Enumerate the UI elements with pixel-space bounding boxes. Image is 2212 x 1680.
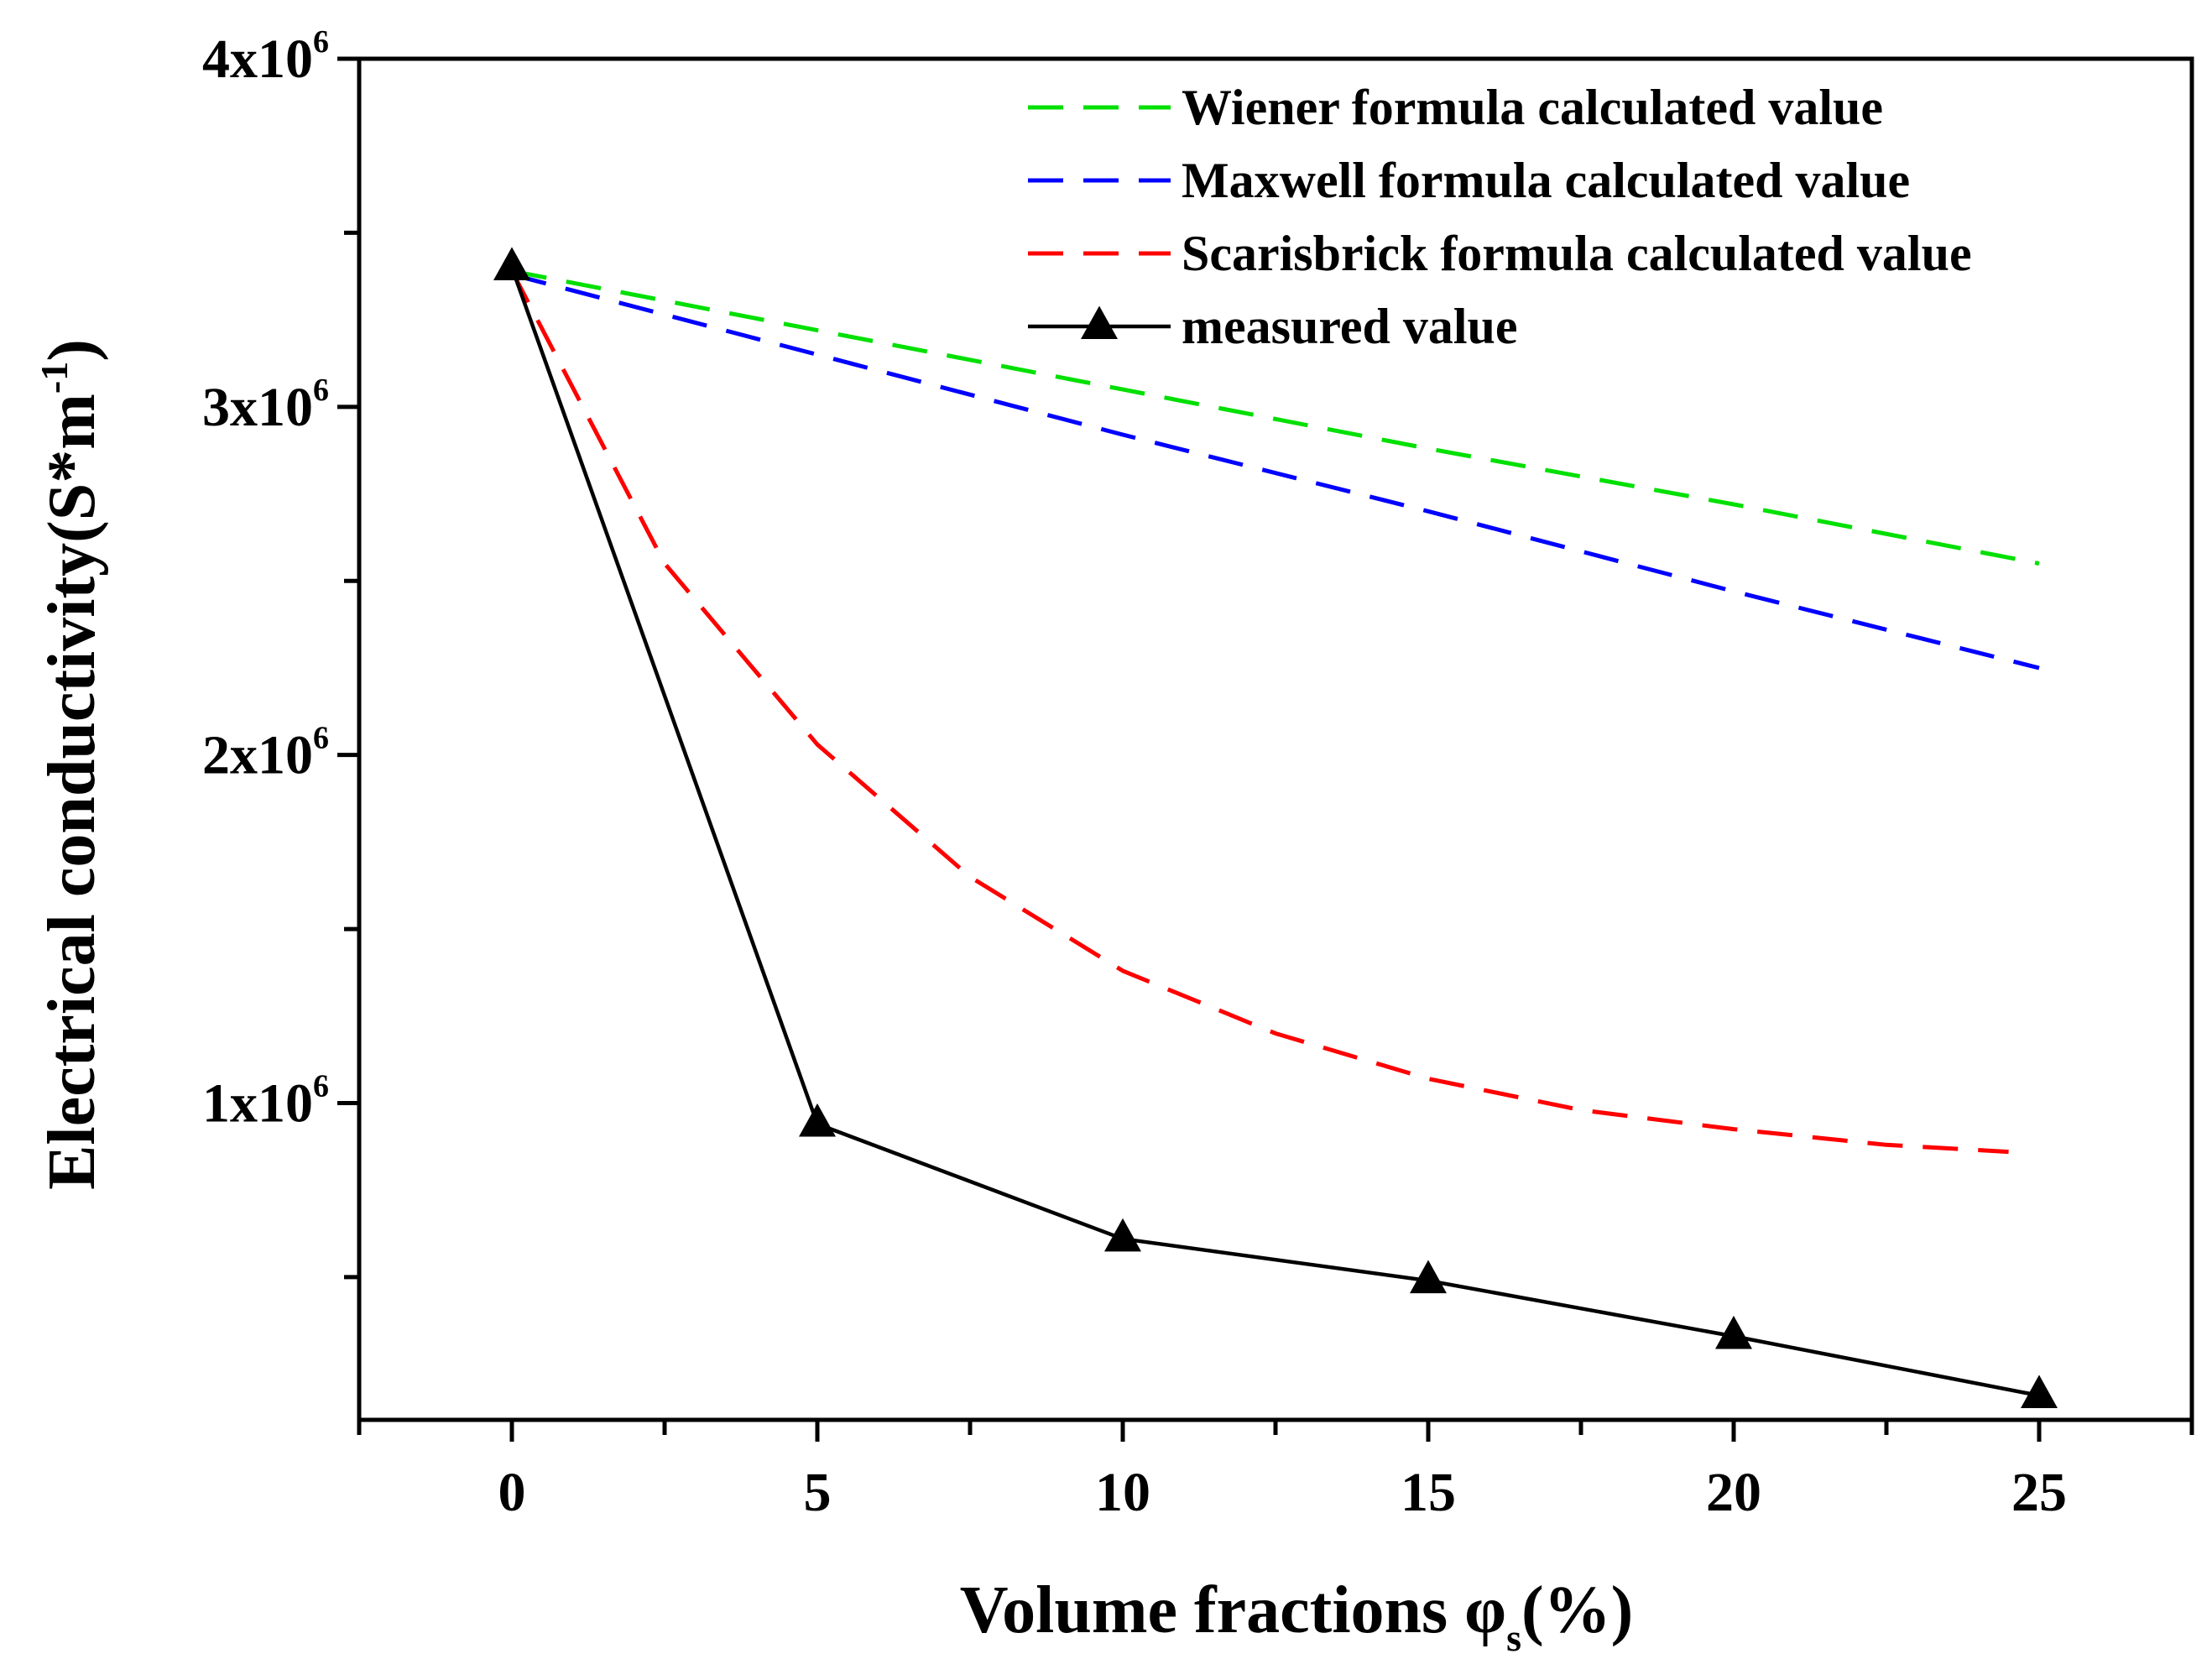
legend-label-maxwell-formula-calculated-value: Maxwell formula calculated value	[1182, 153, 1910, 208]
legend-label-measured-value: measured value	[1182, 299, 1518, 354]
series-line-measured-value	[509, 267, 2040, 1398]
data-point-measured-value-3	[1410, 1260, 1447, 1294]
data-point-measured-value-0	[493, 247, 530, 280]
series-line-maxwell-formula-calculated-value	[511, 272, 2040, 670]
y-tick-label: 2x106	[202, 721, 329, 786]
data-point-measured-value-5	[2021, 1375, 2058, 1409]
data-point-measured-value-1	[799, 1103, 836, 1137]
legend-marker-measured-value	[1081, 305, 1118, 340]
y-tick-label: 3x106	[202, 373, 329, 438]
y-tick-label: 1x106	[202, 1069, 329, 1135]
y-tick-label: 4x106	[202, 24, 329, 90]
series-line-scarisbrick-formula-calculated-value	[509, 269, 2009, 1155]
x-tick-label: 0	[498, 1462, 526, 1523]
x-tick-label: 20	[1706, 1462, 1761, 1523]
legend-label-wiener-formula-calculated-value: Wiener formula calculated value	[1182, 80, 1883, 135]
data-point-measured-value-4	[1715, 1315, 1752, 1349]
x-axis-title: Volume fractions φs(%)	[960, 1573, 1634, 1659]
y-axis-title: Electrical conductivity(S*m-1)	[33, 339, 109, 1190]
x-tick-label: 5	[804, 1462, 832, 1523]
legend-label-scarisbrick-formula-calculated-value: Scarisbrick formula calculated value	[1182, 226, 1972, 281]
data-point-measured-value-2	[1104, 1218, 1141, 1252]
x-tick-label: 15	[1401, 1462, 1456, 1523]
x-tick-label: 25	[2011, 1462, 2067, 1523]
x-tick-label: 10	[1095, 1462, 1150, 1523]
series-line-wiener-formula-calculated-value	[511, 269, 2040, 566]
